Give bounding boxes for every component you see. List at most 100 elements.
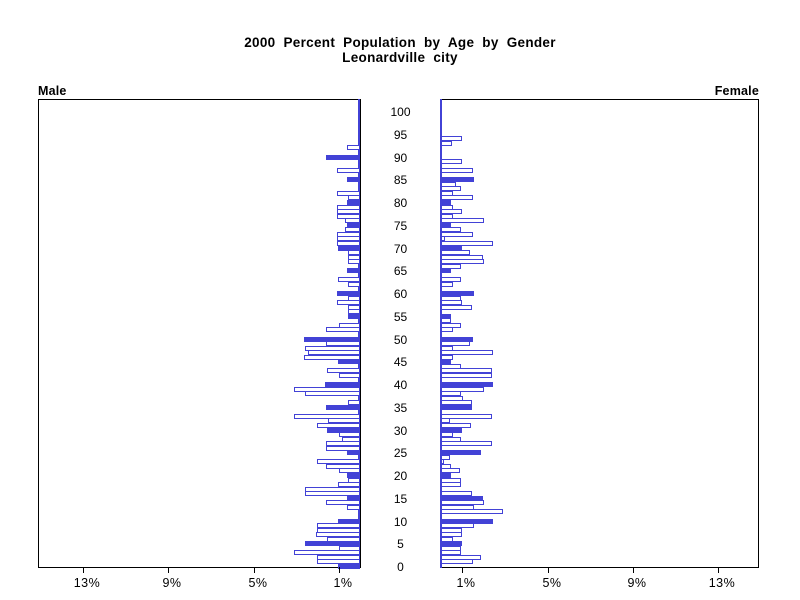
age-tick-label-65: 65 xyxy=(393,264,408,278)
age-tick-label-40: 40 xyxy=(393,378,408,392)
bar-female-age-45 xyxy=(441,359,451,364)
bar-female-age-55 xyxy=(441,314,451,319)
bar-female-age-47 xyxy=(441,350,493,355)
bar-male-age-70 xyxy=(338,246,360,251)
bar-male-age-40 xyxy=(325,382,360,387)
bar-female-age-13 xyxy=(441,505,474,510)
bar-male-age-90 xyxy=(326,155,360,160)
bar-male-age-77 xyxy=(337,214,360,219)
bar-male-age-4 xyxy=(339,546,360,551)
bar-male-age-60 xyxy=(337,291,360,296)
bar-female-age-77 xyxy=(441,214,453,219)
female-tick-1% xyxy=(462,567,463,573)
bar-male-age-53 xyxy=(339,323,360,328)
bar-male-age-75 xyxy=(347,223,360,228)
age-tick-label-10: 10 xyxy=(393,515,408,529)
bar-female-age-62 xyxy=(441,282,453,287)
bar-male-age-65 xyxy=(347,268,360,273)
bar-male-age-0 xyxy=(338,564,360,569)
bar-female-age-57 xyxy=(441,305,472,310)
male-zero-axis-line xyxy=(358,99,360,568)
bar-male-age-50 xyxy=(304,337,360,342)
bar-male-age-31 xyxy=(317,423,360,428)
age-tick-label-55: 55 xyxy=(393,310,408,324)
bar-male-age-63 xyxy=(338,277,360,282)
bar-female-age-8 xyxy=(441,528,462,533)
age-tick-label-60: 60 xyxy=(393,287,408,301)
bar-male-age-42 xyxy=(339,373,360,378)
age-tick-label-95: 95 xyxy=(393,128,408,142)
bar-female-age-31 xyxy=(441,423,471,428)
age-tick-label-70: 70 xyxy=(393,242,408,256)
bar-male-age-73 xyxy=(337,232,360,237)
bar-female-age-68 xyxy=(441,255,483,260)
bar-female-age-89 xyxy=(441,159,462,164)
bar-female-age-2 xyxy=(441,555,481,560)
bar-male-age-82 xyxy=(337,191,360,196)
bar-male-age-26 xyxy=(326,446,360,451)
bar-male-age-85 xyxy=(347,177,360,182)
bar-female-age-46 xyxy=(441,355,453,360)
bar-male-age-45 xyxy=(338,359,360,364)
bar-male-age-39 xyxy=(294,387,360,392)
male-tick-9% xyxy=(168,567,169,573)
bar-female-age-43 xyxy=(441,368,492,373)
female-zero-axis-line xyxy=(440,99,442,568)
male-tick-label-13%: 13% xyxy=(73,576,101,590)
bar-female-age-4 xyxy=(441,546,461,551)
age-tick-label-90: 90 xyxy=(393,151,408,165)
bar-female-age-74 xyxy=(441,227,461,232)
bar-female-age-73 xyxy=(441,232,473,237)
female-tick-label-1%: 1% xyxy=(456,576,476,590)
female-tick-label-5%: 5% xyxy=(542,576,562,590)
age-tick-label-30: 30 xyxy=(393,424,408,438)
age-tick-label-0: 0 xyxy=(397,560,404,574)
bar-female-age-24 xyxy=(441,455,450,460)
chart-title: 2000 Percent Population by Age by Gender… xyxy=(0,35,800,65)
bar-female-age-87 xyxy=(441,168,473,173)
bar-male-age-23 xyxy=(317,459,360,464)
bar-female-age-35 xyxy=(441,405,472,410)
male-panel-label: Male xyxy=(38,84,67,98)
bar-male-age-28 xyxy=(342,437,360,442)
bar-female-age-79 xyxy=(441,205,453,210)
male-tick-label-1%: 1% xyxy=(333,576,353,590)
bar-male-age-20 xyxy=(347,473,360,478)
bar-male-age-14 xyxy=(326,500,360,505)
chart-title-line1: 2000 Percent Population by Age by Gender xyxy=(244,35,556,50)
bar-male-age-71 xyxy=(337,241,360,246)
bar-female-age-48 xyxy=(441,346,453,351)
bar-female-age-10 xyxy=(441,519,493,524)
bar-male-age-57 xyxy=(348,305,360,310)
female-tick-5% xyxy=(548,567,549,573)
age-tick-label-15: 15 xyxy=(393,492,408,506)
bar-female-age-63 xyxy=(441,277,461,282)
bar-female-age-94 xyxy=(441,136,462,141)
age-tick-label-20: 20 xyxy=(393,469,408,483)
bar-female-age-80 xyxy=(441,200,451,205)
bar-female-age-65 xyxy=(441,268,451,273)
female-panel-label: Female xyxy=(714,84,759,98)
bar-female-age-42 xyxy=(441,373,492,378)
bar-female-age-53 xyxy=(441,323,461,328)
female-tick-label-9%: 9% xyxy=(627,576,647,590)
bar-male-age-68 xyxy=(348,255,360,260)
bar-male-age-48 xyxy=(305,346,360,351)
bar-male-age-36 xyxy=(348,400,360,405)
bar-male-age-79 xyxy=(337,205,360,210)
female-panel-frame xyxy=(440,99,759,568)
age-tick-label-35: 35 xyxy=(393,401,408,415)
age-tick-label-45: 45 xyxy=(393,355,408,369)
bar-male-age-59 xyxy=(348,296,360,301)
bar-female-age-71 xyxy=(441,241,493,246)
bar-female-age-40 xyxy=(441,382,493,387)
bar-female-age-22 xyxy=(441,464,451,469)
bar-female-age-28 xyxy=(441,437,461,442)
bar-male-age-33 xyxy=(294,414,360,419)
bar-female-age-19 xyxy=(441,478,461,483)
bar-female-age-27 xyxy=(441,441,492,446)
bar-female-age-59 xyxy=(441,296,461,301)
bar-female-age-20 xyxy=(441,473,451,478)
bar-male-age-17 xyxy=(305,487,360,492)
